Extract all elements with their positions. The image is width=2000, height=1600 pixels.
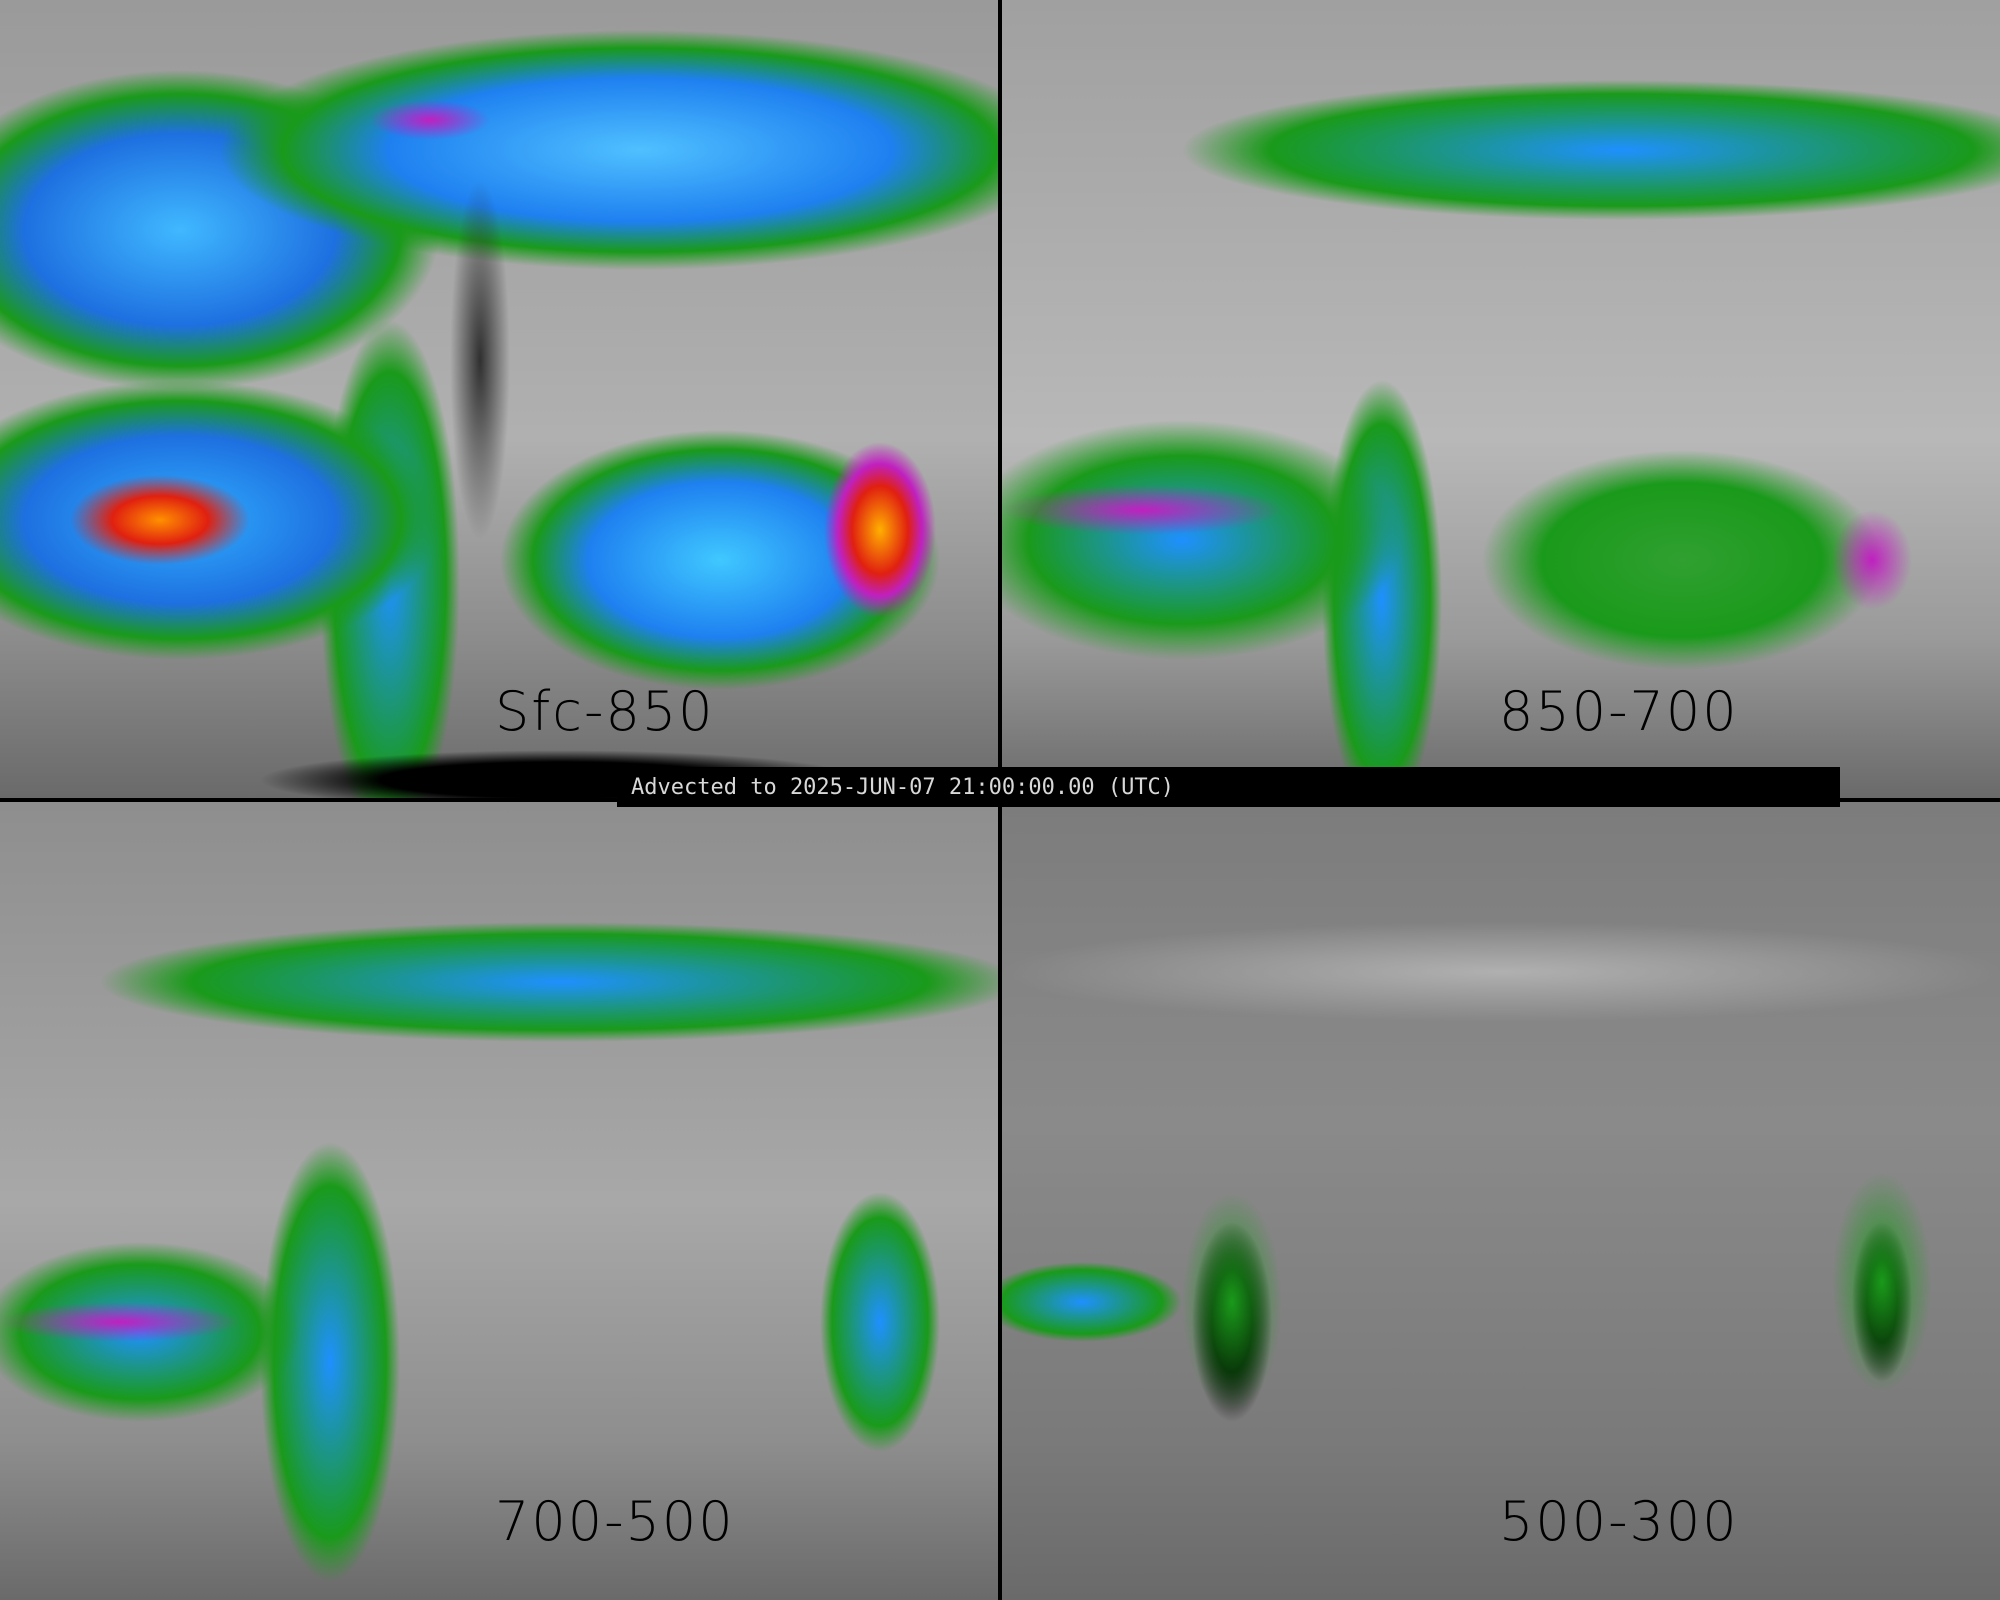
land-mask <box>0 0 998 798</box>
moisture-field <box>1002 802 2000 1600</box>
panel-sfc-850: Sfc-850 <box>0 0 998 798</box>
valid-time-text: Advected to 2025-JUN-07 21:00:00.00 (UTC… <box>631 775 1175 800</box>
layer-label: 700-500 <box>495 1490 735 1553</box>
panel-500-300: 500-300 <box>1002 802 2000 1600</box>
valid-time-banner: Advected to 2025-JUN-07 21:00:00.00 (UTC… <box>617 767 1840 807</box>
layer-label: Sfc-850 <box>495 680 715 743</box>
moisture-field <box>1002 0 2000 798</box>
layer-label: 850-700 <box>1499 680 1739 743</box>
panel-850-700: 850-700 <box>1002 0 2000 798</box>
panel-700-500: 700-500 <box>0 802 998 1600</box>
moisture-field <box>0 802 998 1600</box>
layer-label: 500-300 <box>1499 1490 1739 1553</box>
